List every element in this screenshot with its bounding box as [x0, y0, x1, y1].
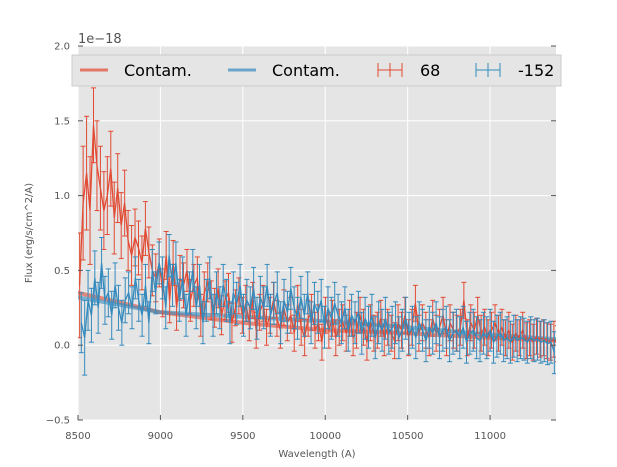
x-axis-label: Wavelength (A): [278, 449, 355, 460]
legend-label: Contam.: [272, 61, 340, 80]
grid: [77, 45, 556, 421]
y-tick-label: 1.5: [54, 116, 70, 127]
legend-label: -152: [518, 61, 554, 80]
x-tick-label: 9500: [230, 431, 255, 442]
legend-item: -152: [475, 61, 554, 80]
legend-item: Contam.: [228, 61, 340, 80]
series-line: [80, 255, 556, 353]
legend-label: Contam.: [124, 61, 192, 80]
y-tick-label: 0.5: [54, 266, 70, 277]
y-tick-label: 0.0: [54, 341, 70, 352]
axis-ticks: 8500 9000 9500 10000 10500 11000 −0.5 0.0 0.5 1.0…: [46, 42, 556, 442]
x-tick-label: 10000: [309, 431, 341, 442]
x-tick-label: 8500: [65, 431, 90, 442]
y-tick-label: 1.0: [54, 191, 70, 202]
plot-area: [78, 46, 556, 420]
series-errorbar-3: [78, 233, 556, 376]
legend-label: 68: [420, 61, 440, 80]
y-axis-label: Flux (erg/s/cm^2/A): [24, 183, 35, 283]
y-offset-label: 1e−18: [78, 32, 122, 47]
legend-item: Contam.: [80, 61, 192, 80]
legend: Contam. Contam. 68 -152: [71, 54, 562, 87]
x-tick-label: 10500: [392, 431, 424, 442]
y-tick-label: 2.0: [54, 42, 70, 53]
legend-item: 68: [377, 61, 440, 80]
x-tick-label: 11000: [474, 431, 506, 442]
series-layer: [78, 87, 556, 376]
x-tick-label: 9000: [148, 431, 173, 442]
y-tick-label: −0.5: [46, 416, 70, 427]
